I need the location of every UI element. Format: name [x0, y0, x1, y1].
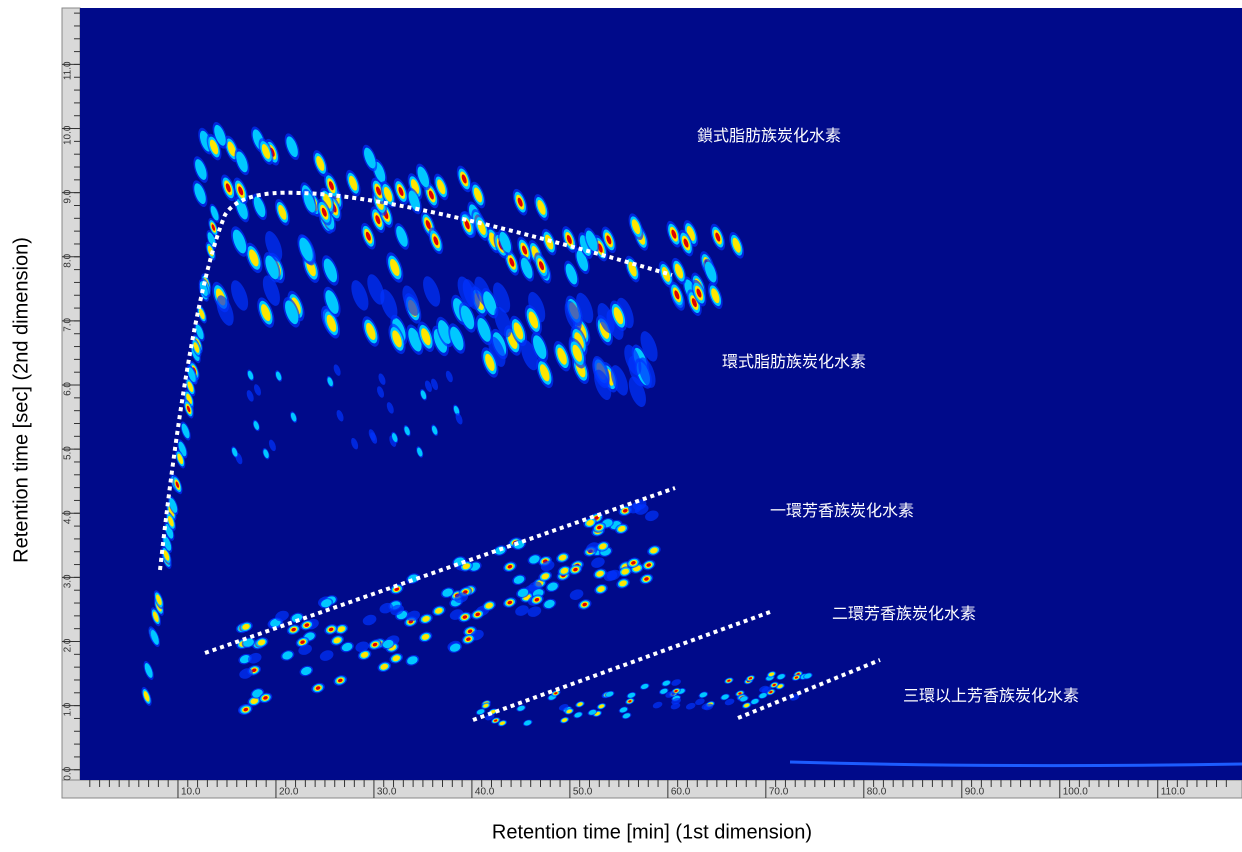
- x-tick-label: 70.0: [769, 787, 789, 798]
- y-tick-label: 8.0: [63, 253, 74, 267]
- y-tick-label: 5.0: [63, 446, 74, 460]
- chart: Retention time [sec] (2nd dimension) Ret…: [0, 0, 1242, 847]
- x-tick-label: 30.0: [377, 787, 397, 798]
- annotation: 鎖式脂肪族炭化水素: [697, 127, 841, 145]
- x-axis-title: Retention time [min] (1st dimension): [492, 821, 812, 843]
- y-tick-label: 9.0: [63, 189, 74, 203]
- annotation: 一環芳香族炭化水素: [770, 502, 914, 520]
- y-tick-label: 10.0: [63, 125, 74, 145]
- x-tick-label: 10.0: [181, 787, 201, 798]
- y-axis-title: Retention time [sec] (2nd dimension): [10, 237, 32, 563]
- y-tick-label: 6.0: [63, 382, 74, 396]
- y-tick-label: 1.0: [63, 702, 74, 716]
- y-tick-label: 0.0: [63, 766, 74, 780]
- x-tick-label: 20.0: [279, 787, 299, 798]
- annotation: 環式脂肪族炭化水素: [722, 353, 866, 371]
- y-tick-label: 3.0: [63, 574, 74, 588]
- x-tick-label: 80.0: [867, 787, 887, 798]
- annotation: 三環以上芳香族炭化水素: [903, 687, 1079, 705]
- x-tick-label: 60.0: [671, 787, 691, 798]
- y-tick-label: 4.0: [63, 510, 74, 524]
- annotation: 二環芳香族炭化水素: [832, 605, 976, 623]
- plot-area: [80, 8, 1242, 780]
- x-tick-label: 90.0: [965, 787, 985, 798]
- x-tick-label: 50.0: [573, 787, 593, 798]
- x-tick-label: 110.0: [1161, 787, 1186, 798]
- y-tick-label: 2.0: [63, 638, 74, 652]
- x-tick-label: 100.0: [1063, 787, 1088, 798]
- y-tick-label: 7.0: [63, 317, 74, 331]
- x-tick-label: 40.0: [475, 787, 495, 798]
- y-tick-label: 11.0: [63, 61, 74, 80]
